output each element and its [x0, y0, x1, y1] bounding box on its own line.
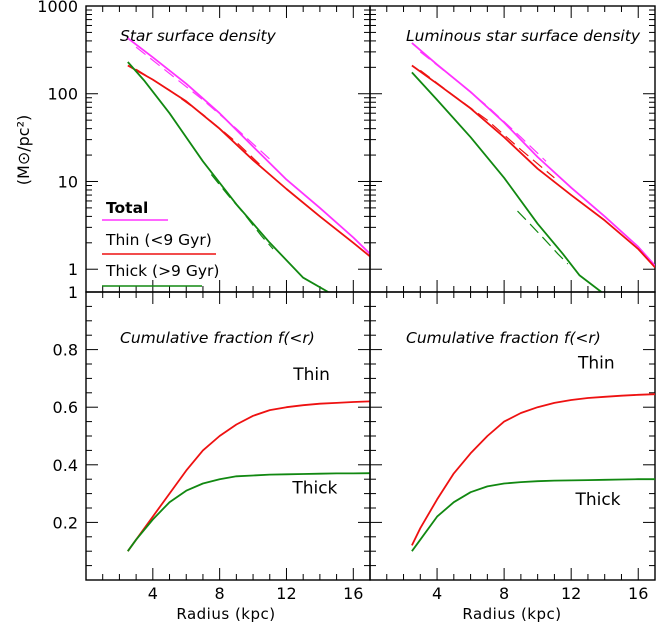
x-axis-label-left: Radius (kpc)	[176, 605, 275, 623]
cumulative-fraction-left-xtick-label: 16	[343, 584, 363, 603]
x-axis-label-right: Radius (kpc)	[462, 605, 561, 623]
cumulative-fraction-left-ytick-label: 0.8	[53, 341, 78, 360]
luminous-star-surface-density-series-thick	[411, 71, 602, 292]
star-surface-density-series-thin	[127, 64, 370, 258]
cumulative-fraction-right-xtick-label: 4	[432, 584, 442, 603]
star-surface-density-legend-label-total: Total	[106, 199, 148, 217]
luminous-star-surface-density-curves	[411, 42, 655, 292]
luminous-star-surface-density-dashed-thick	[517, 210, 569, 265]
cumulative-fraction-right-annotation-thin: Thin	[577, 353, 615, 373]
cumulative-fraction-left-xtick-label: 8	[215, 584, 225, 603]
cumulative-fraction-right-annotation-thick: Thick	[574, 490, 620, 510]
star-surface-density-legend: Total Thin (<9 Gyr) Thick (>9 Gyr)	[102, 199, 219, 287]
star-surface-density-series-thick	[127, 61, 329, 292]
luminous-star-surface-density-title: Luminous star surface density	[406, 27, 641, 45]
cumulative-fraction-right-panel: 4 8 12 16 Cumulative fraction f(<r) Thin Thick	[369, 291, 656, 603]
star-surface-density-panel: 1 10 100 1000 Star surface density Total Thin …	[37, 0, 371, 293]
y-axis-label: (M⊙/pc²)	[14, 115, 33, 185]
star-surface-density-ytick-label: 10	[58, 172, 78, 191]
cumulative-fraction-left-panel: 0.2 0.4 0.6 0.8 1 4 8 12 16 Cumulative fraction f…	[53, 283, 371, 603]
cumulative-fraction-left-series-thick	[127, 472, 370, 552]
star-surface-density-series-total	[127, 37, 370, 255]
cumulative-fraction-right-series-thick	[411, 478, 655, 552]
cumulative-fraction-left-annotation-thin: Thin	[292, 365, 330, 385]
cumulative-fraction-left-ytick-label: 0.4	[53, 456, 78, 475]
star-surface-density-frame	[85, 5, 371, 293]
star-surface-density-ytick-label: 1000	[37, 0, 78, 16]
star-surface-density-curves	[127, 37, 370, 292]
luminous-star-surface-density-frame	[369, 5, 656, 293]
cumulative-fraction-left-xtick-label: 12	[276, 584, 296, 603]
cumulative-fraction-left-title: Cumulative fraction f(<r)	[120, 329, 315, 347]
star-surface-density-dashed-total	[135, 46, 271, 160]
cumulative-fraction-left-xtick-label: 4	[148, 584, 158, 603]
luminous-star-surface-density-series-total	[411, 42, 655, 267]
luminous-star-surface-density-dashed-total	[419, 51, 547, 162]
cumulative-fraction-left-ytick-label: 0.2	[53, 513, 78, 532]
star-surface-density-ytick-label: 1	[68, 260, 78, 279]
cumulative-fraction-left-series-thin	[127, 400, 370, 552]
luminous-star-surface-density-panel: Luminous star surface density	[369, 5, 656, 293]
cumulative-fraction-left-curves	[127, 400, 370, 552]
cumulative-fraction-right-xtick-label: 8	[499, 584, 509, 603]
star-surface-density-ytick-label: 100	[47, 85, 78, 104]
star-surface-density-title: Star surface density	[120, 27, 277, 45]
cumulative-fraction-left-ytick-label: 1	[68, 283, 78, 302]
cumulative-fraction-right-xtick-label: 16	[628, 584, 648, 603]
luminous-star-surface-density-series-thin	[411, 64, 655, 269]
cumulative-fraction-left-annotation-thick: Thick	[291, 479, 337, 499]
cumulative-fraction-right-xtick-label: 12	[561, 584, 581, 603]
star-surface-density-legend-label-thick: Thick (>9 Gyr)	[105, 262, 219, 280]
star-surface-density-legend-label-thin: Thin (<9 Gyr)	[105, 231, 212, 249]
cumulative-fraction-left-ytick-label: 0.6	[53, 398, 78, 417]
cumulative-fraction-right-series-thin	[411, 393, 655, 546]
cumulative-fraction-right-title: Cumulative fraction f(<r)	[406, 329, 601, 347]
cumulative-fraction-right-curves	[411, 393, 655, 552]
